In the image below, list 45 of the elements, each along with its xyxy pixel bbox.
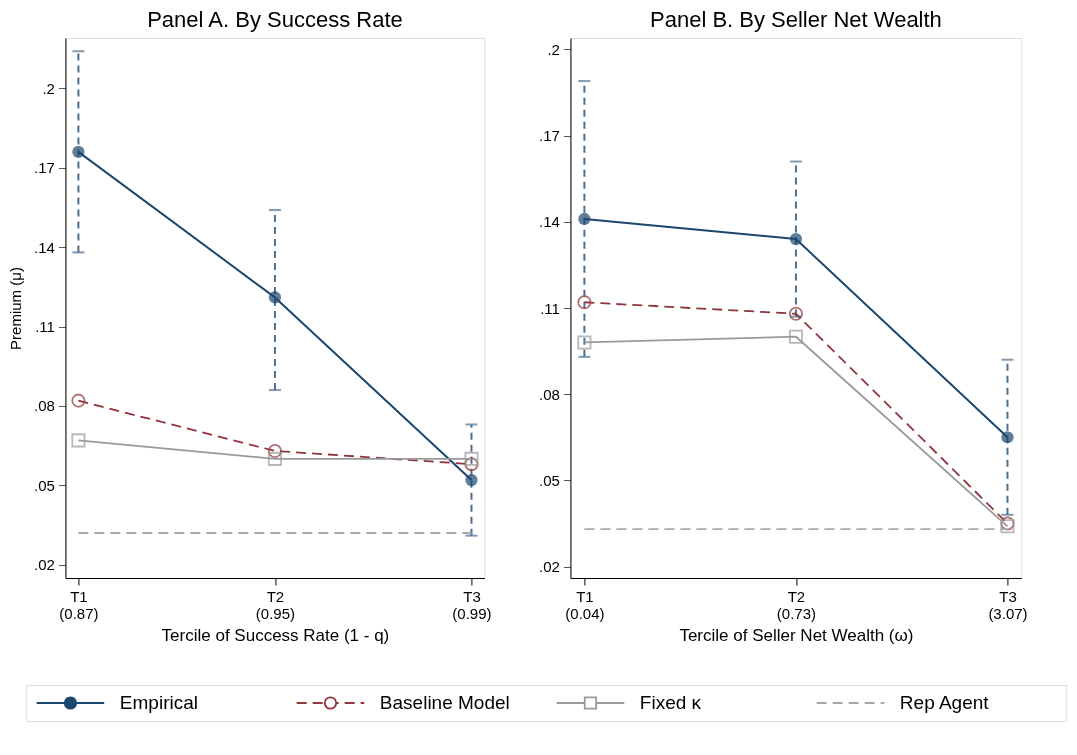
x-tick-label: T1 (0.87) xyxy=(59,587,99,622)
point xyxy=(465,473,478,487)
point xyxy=(1001,431,1014,444)
point xyxy=(789,232,803,246)
point xyxy=(788,329,803,344)
y-tick-label: .08 xyxy=(539,385,560,403)
x-axis-title: Tercile of Success Rate (1 - q) xyxy=(161,625,390,645)
x-tick-label: T3 (0.99) xyxy=(452,587,492,622)
y-tick-label: .2 xyxy=(42,79,55,97)
y-tick-label: .11 xyxy=(35,318,55,336)
y-tick-label: .05 xyxy=(539,471,560,489)
y-tick-label: .08 xyxy=(34,397,55,415)
point xyxy=(71,433,86,448)
point xyxy=(71,393,86,408)
y-tick-label: .02 xyxy=(34,556,55,574)
point xyxy=(464,457,479,472)
x-tick-label: T2 (0.73) xyxy=(776,587,817,622)
point xyxy=(578,212,591,226)
y-tick-label: .14 xyxy=(34,238,55,256)
y-tick-label: .17 xyxy=(539,127,560,145)
point xyxy=(267,451,282,466)
x-tick-label: T3 (3.07) xyxy=(988,587,1028,622)
x-tick-label: T2 (0.95) xyxy=(255,587,296,622)
y-tick-label: .02 xyxy=(539,558,560,576)
point xyxy=(72,145,85,158)
y-tick-label: .05 xyxy=(34,476,55,494)
chart-title: Panel B. By Seller Net Wealth xyxy=(650,7,942,32)
x-tick-label: T1 (0.04) xyxy=(565,587,605,622)
point xyxy=(267,443,282,458)
point xyxy=(268,291,282,304)
legend-label: Empirical xyxy=(119,692,198,713)
chart-title: Panel A. By Success Rate xyxy=(147,7,403,32)
y-tick-label: .11 xyxy=(540,299,560,317)
y-axis-title: Premium (μ) xyxy=(7,267,25,350)
legend-label: Baseline Model xyxy=(379,692,510,713)
point xyxy=(577,335,592,350)
y-tick-label: .17 xyxy=(34,159,55,177)
legend-label: Fixed κ xyxy=(639,692,702,713)
x-axis-title: Tercile of Seller Net Wealth (ω) xyxy=(679,625,914,645)
point xyxy=(577,295,592,310)
legend-label: Rep Agent xyxy=(899,692,990,713)
point xyxy=(788,306,803,321)
y-tick-label: .14 xyxy=(539,213,560,231)
point xyxy=(464,451,479,466)
y-tick-label: .2 xyxy=(547,40,560,58)
